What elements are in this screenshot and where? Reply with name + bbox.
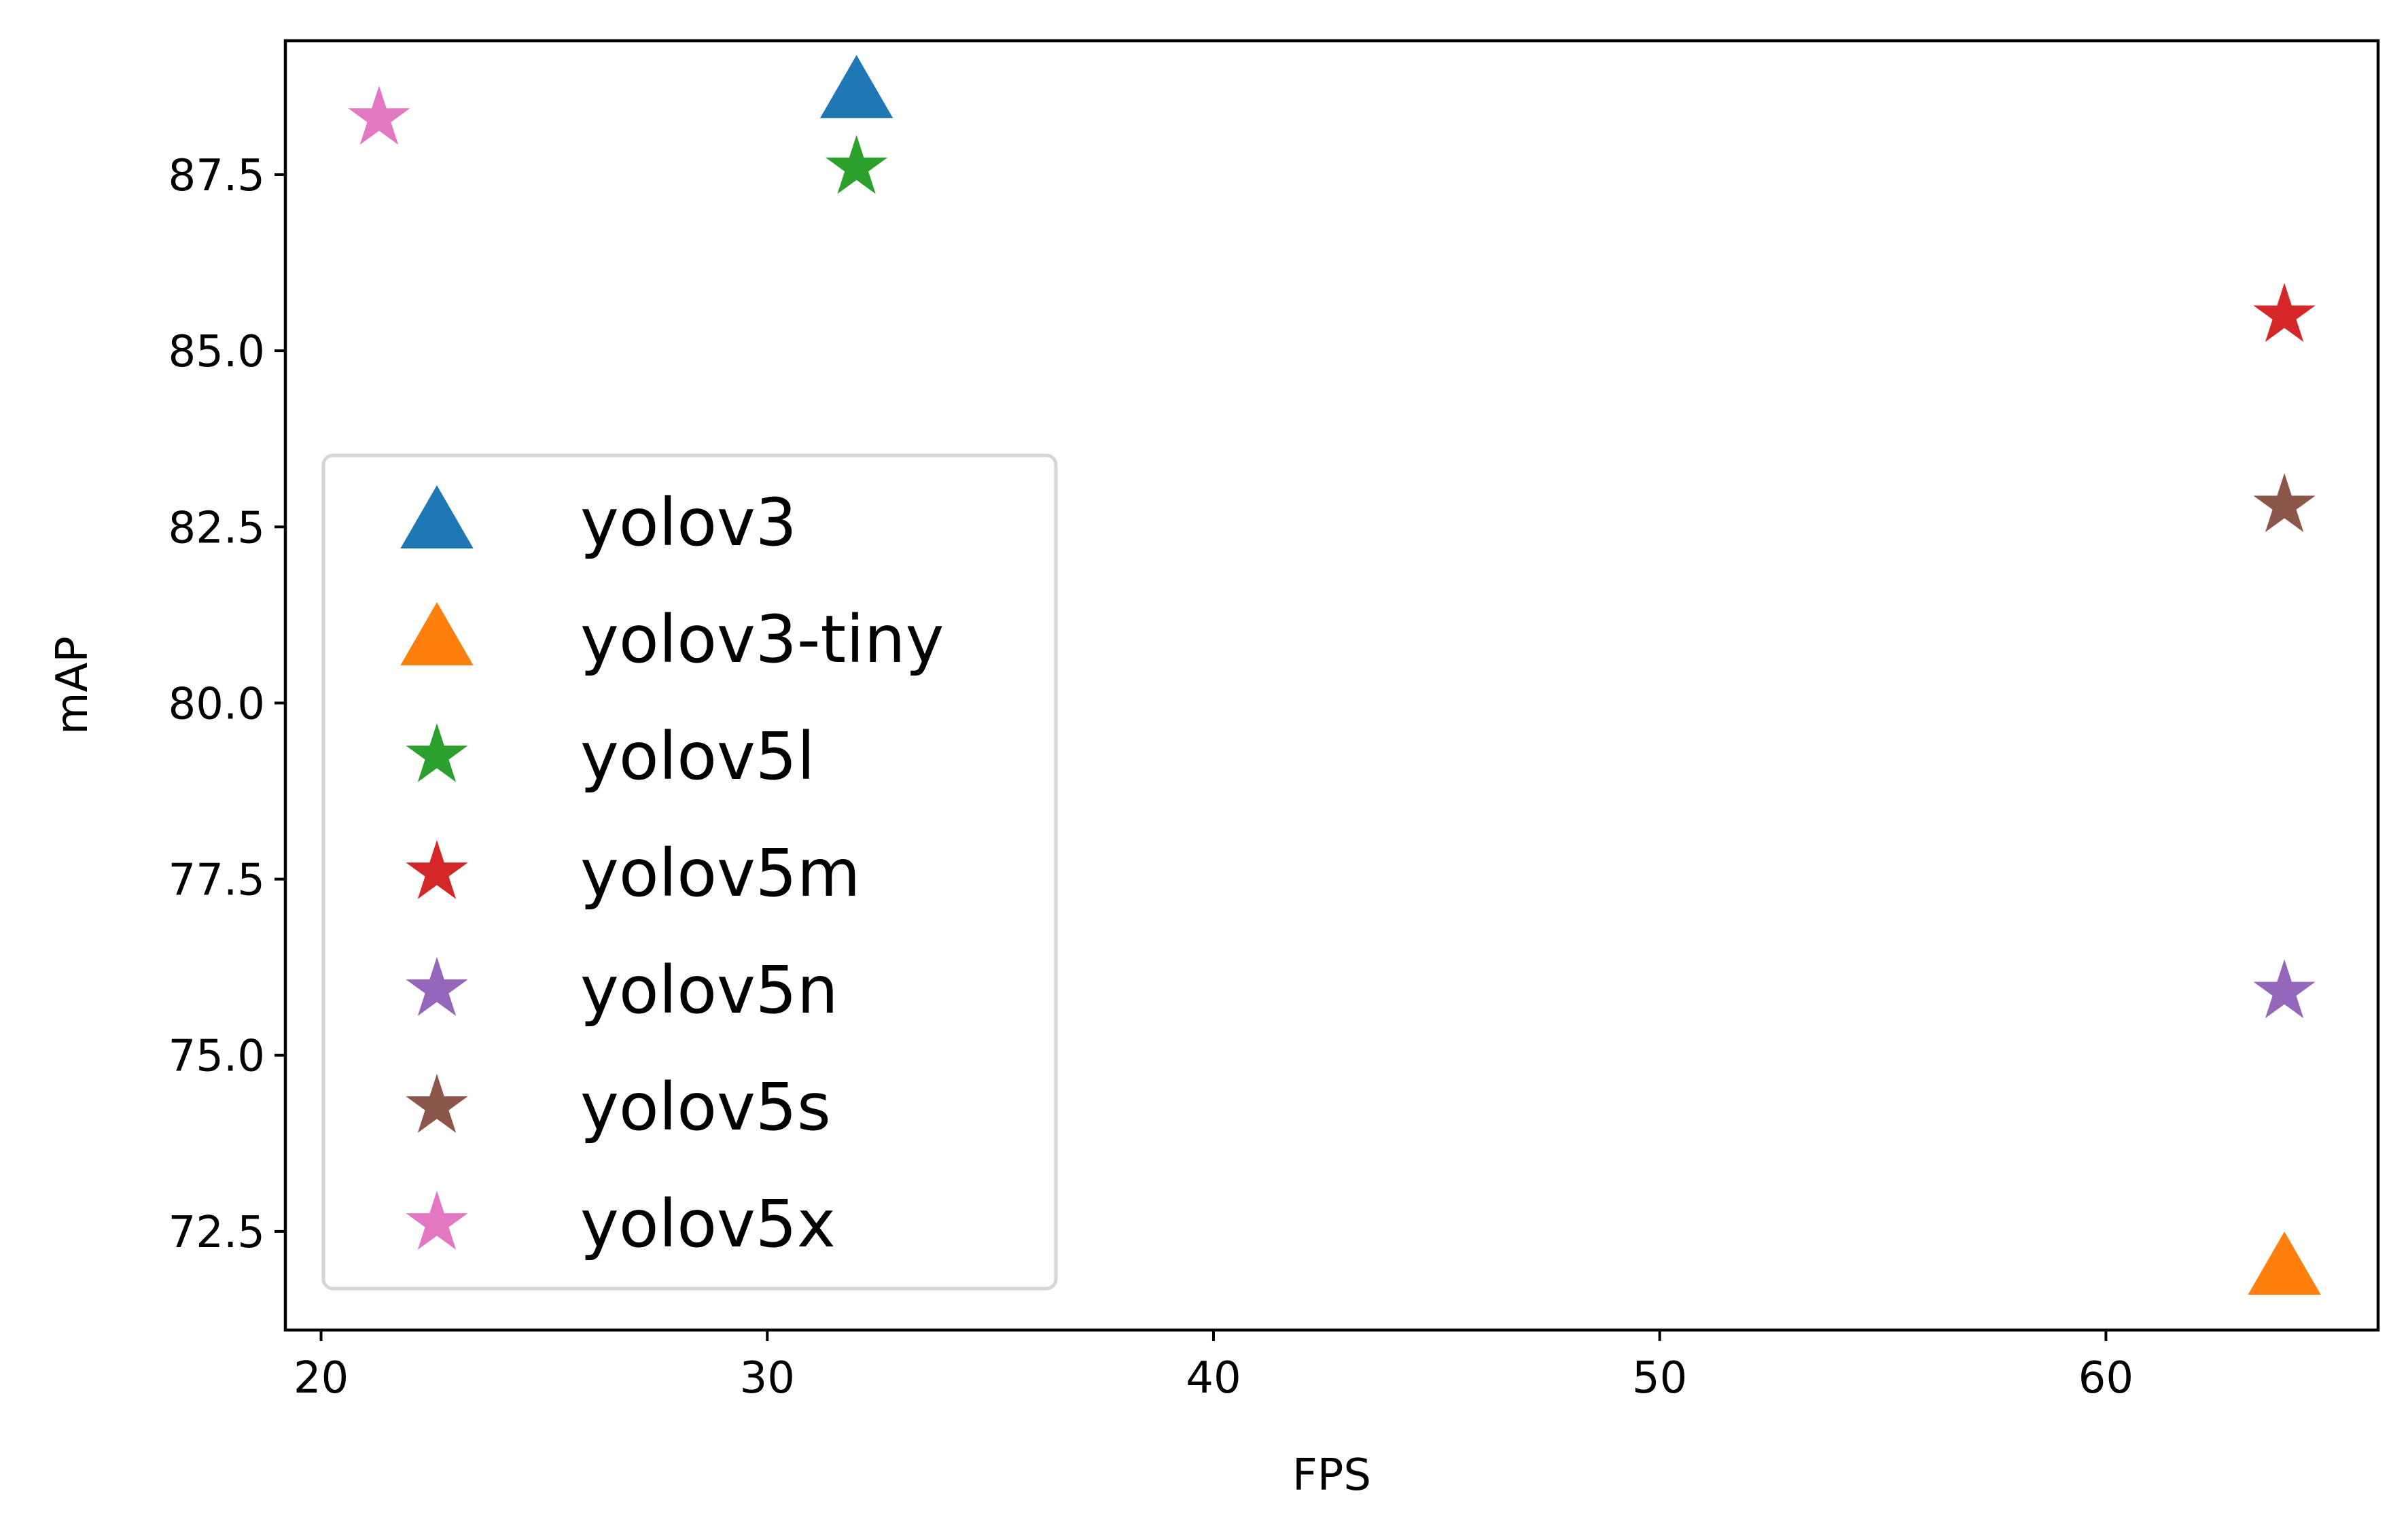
point-yolov5s bbox=[2253, 473, 2316, 532]
legend-marker-yolov3 bbox=[400, 485, 474, 548]
point-yolov5m bbox=[2253, 283, 2316, 343]
legend-label: yolov3 bbox=[580, 485, 797, 561]
x-tick-label: 50 bbox=[1632, 1353, 1687, 1403]
plot-frame bbox=[283, 39, 2380, 1332]
point-yolov5l bbox=[825, 135, 888, 194]
legend-marker-yolov5x bbox=[406, 1191, 468, 1250]
x-axis-ticks: 20 30 40 50 60 bbox=[294, 1330, 2133, 1403]
legend-label: yolov5m bbox=[580, 835, 860, 911]
legend-marker-yolov5m bbox=[406, 840, 468, 899]
legend-marker-yolov5l bbox=[406, 723, 468, 782]
point-yolov3-tiny bbox=[2248, 1231, 2321, 1295]
legend-label: yolov5n bbox=[580, 952, 838, 1028]
y-tick-label: 80.0 bbox=[169, 679, 266, 729]
point-yolov5n bbox=[2253, 959, 2316, 1019]
y-axis-ticks: 72.5 75.0 77.5 80.0 82.5 85.0 87.5 bbox=[169, 151, 285, 1258]
legend-label: yolov3-tiny bbox=[580, 601, 944, 678]
x-axis-label: FPS bbox=[1292, 1450, 1371, 1501]
legend-label: yolov5s bbox=[580, 1069, 831, 1145]
legend: yolov3 yolov3-tiny yolov5l yolov5m yolov5n yo… bbox=[321, 453, 1058, 1291]
data-points bbox=[348, 54, 2321, 1295]
y-tick-label: 82.5 bbox=[169, 503, 266, 553]
x-tick-label: 20 bbox=[294, 1353, 349, 1403]
legend-label: yolov5l bbox=[580, 718, 815, 794]
x-tick-label: 60 bbox=[2078, 1353, 2133, 1403]
y-tick-label: 87.5 bbox=[169, 151, 266, 201]
y-tick-label: 77.5 bbox=[169, 856, 266, 906]
x-tick-label: 30 bbox=[740, 1353, 795, 1403]
point-yolov5x bbox=[348, 86, 410, 145]
y-tick-label: 72.5 bbox=[169, 1208, 266, 1258]
y-axis-label: mAP bbox=[48, 636, 98, 735]
legend-marker-yolov5n bbox=[406, 957, 468, 1016]
y-tick-label: 75.0 bbox=[169, 1032, 266, 1082]
legend-box bbox=[321, 453, 1058, 1291]
legend-marker-yolov5s bbox=[406, 1074, 468, 1133]
point-yolov3 bbox=[819, 54, 893, 118]
legend-label: yolov5x bbox=[580, 1186, 836, 1262]
y-tick-label: 85.0 bbox=[169, 327, 266, 377]
x-tick-label: 40 bbox=[1186, 1353, 1241, 1403]
legend-marker-yolov3-tiny bbox=[400, 602, 474, 665]
